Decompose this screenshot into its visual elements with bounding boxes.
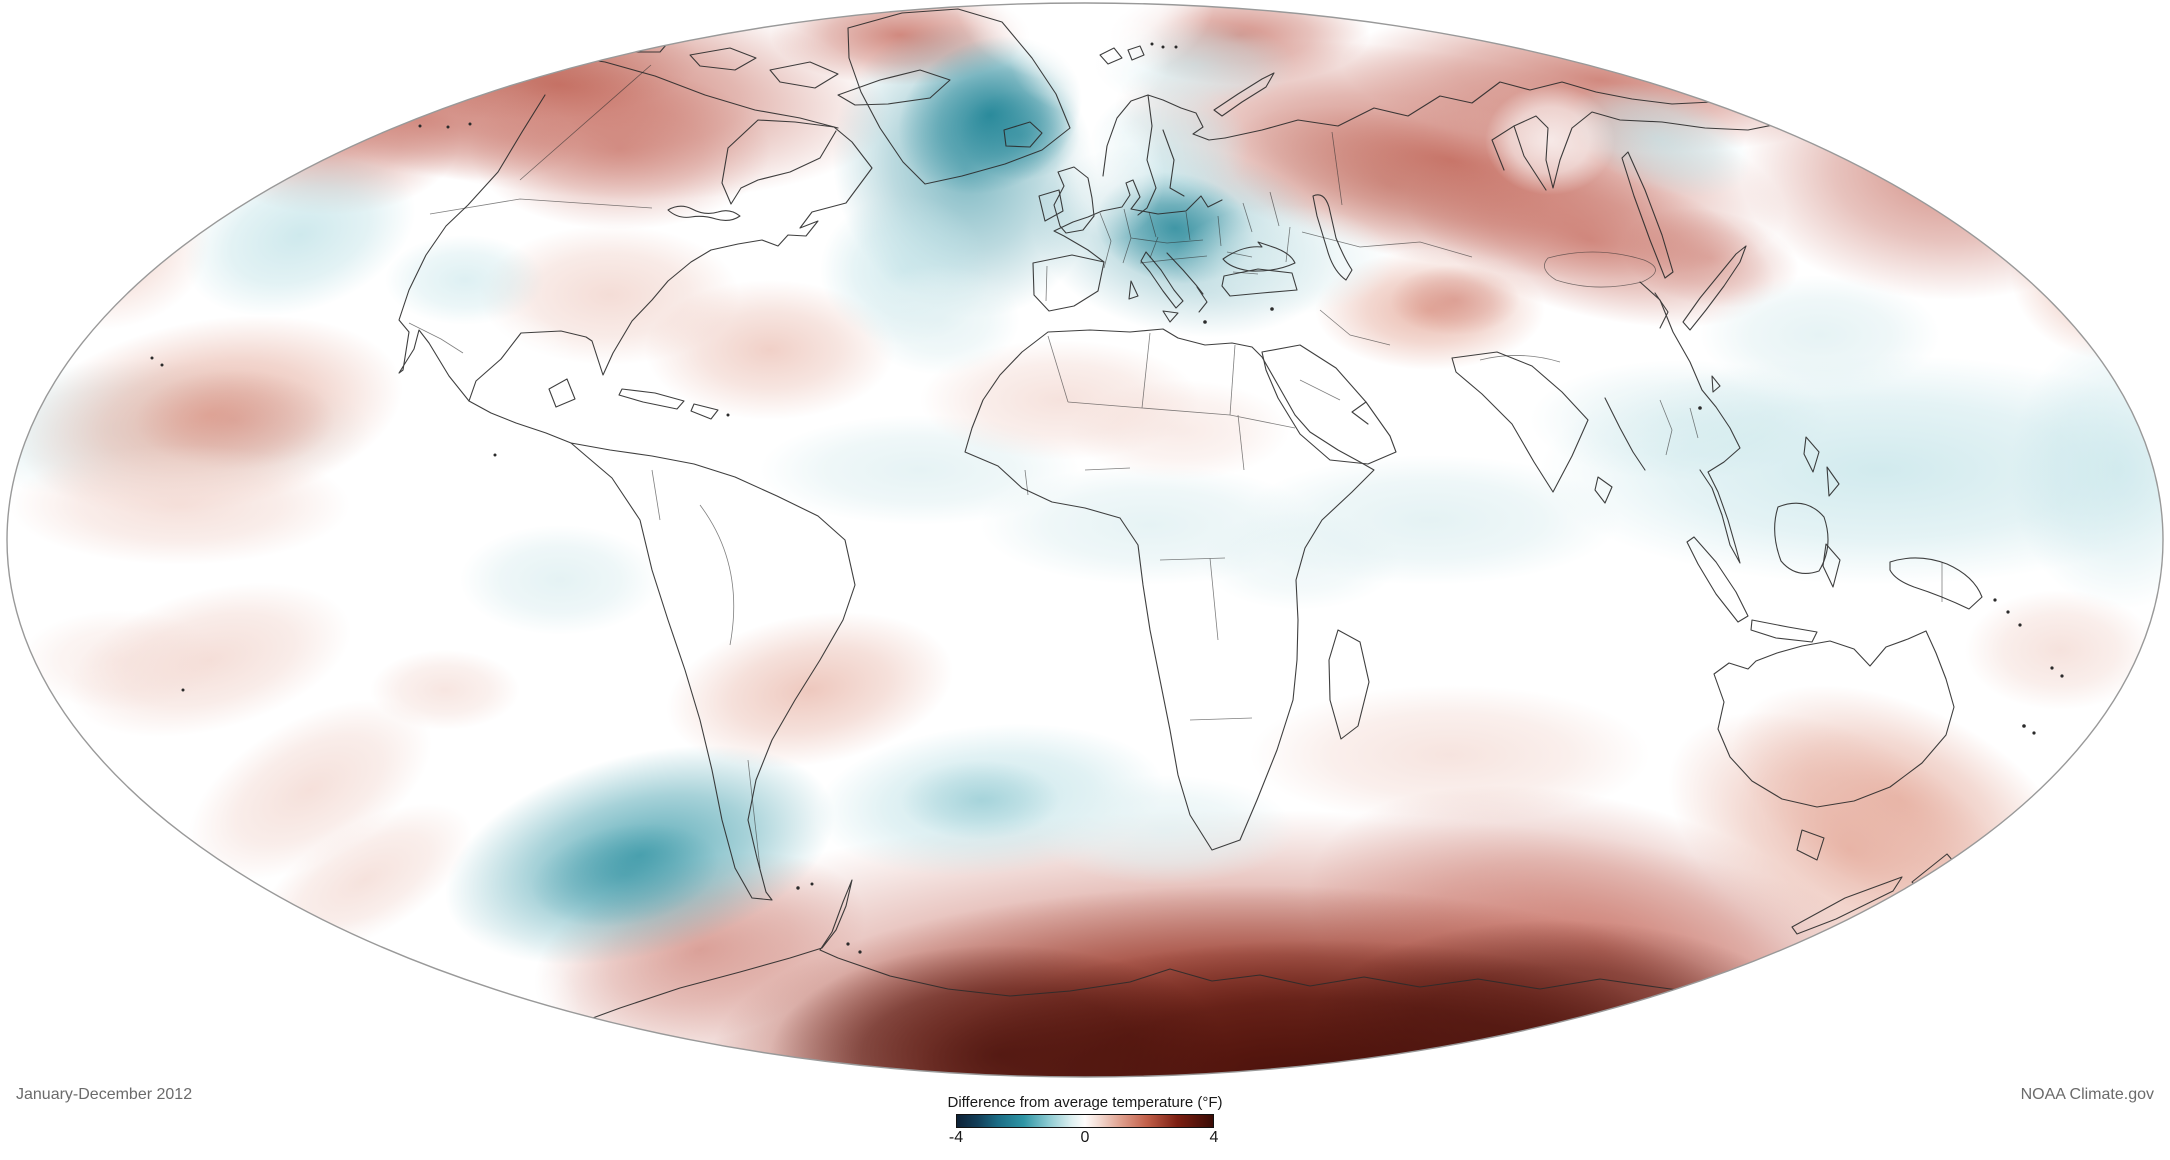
period-label: January-December 2012 xyxy=(16,1086,193,1103)
colorbar-tick-max: 4 xyxy=(1209,1129,1219,1146)
country-borders xyxy=(408,64,1943,869)
globe-outline xyxy=(6,2,2164,1078)
colorbar: Difference from average temperature (°F)… xyxy=(907,1094,1263,1149)
coastlines xyxy=(398,8,1983,1031)
colorbar-ticks: -4 0 4 xyxy=(949,1129,1219,1149)
colorbar-tick-min: -4 xyxy=(948,1129,964,1146)
small-islands xyxy=(150,42,2064,954)
credit-label: NOAA Climate.gov xyxy=(2020,1086,2154,1103)
colorbar-tick-mid: 0 xyxy=(1080,1129,1090,1146)
colorbar-title: Difference from average temperature (°F) xyxy=(947,1094,1223,1111)
colorbar-gradient xyxy=(956,1114,1214,1128)
